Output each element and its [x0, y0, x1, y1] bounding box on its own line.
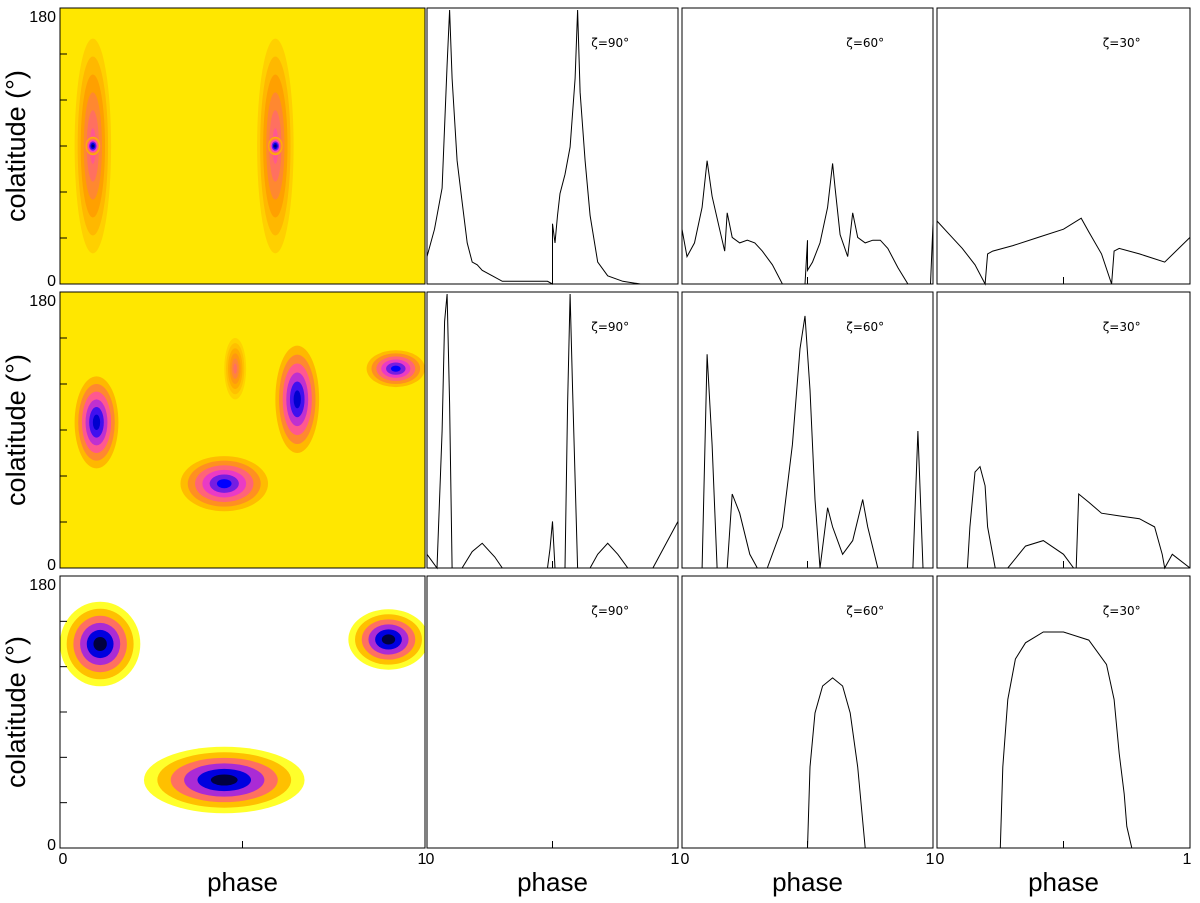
y-axis-label: colatitude (°)	[1, 636, 31, 788]
panel-frame	[681, 291, 934, 569]
series-line	[426, 293, 679, 570]
heatmap-blob-3	[274, 144, 277, 148]
panel-r2-c2: ζ=60° 0 1 phase	[681, 575, 935, 897]
x-axis-label: phase	[1028, 867, 1099, 897]
heatmap-field	[60, 8, 425, 284]
x-axis-label: phase	[517, 867, 588, 897]
zeta-annotation: ζ=60°	[846, 604, 884, 618]
panel-r1-c3: ζ=30°	[936, 291, 1191, 570]
series-line	[682, 677, 933, 849]
panel-r0-c3: ζ=30°	[936, 7, 1191, 286]
x-tick-label: 1	[671, 851, 680, 868]
zeta-annotation: ζ=90°	[591, 320, 629, 334]
x-tick-label: 1	[418, 851, 427, 868]
series-line	[937, 631, 1190, 849]
panel-frame	[426, 575, 679, 849]
zeta-annotation: ζ=90°	[591, 36, 629, 50]
series-line	[937, 465, 1191, 570]
y-axis-label: colatitude (°)	[1, 70, 31, 222]
panel-frame	[936, 7, 1191, 285]
panel-r2-c3: ζ=30° 0 1 phase	[936, 575, 1192, 897]
heatmap-background	[60, 8, 425, 284]
x-tick-label: 0	[936, 851, 945, 868]
zeta-annotation: ζ=60°	[846, 320, 884, 334]
y-tick-label: 180	[29, 577, 56, 594]
heatmap-field	[60, 576, 425, 848]
panel-r0-c0: 0 180 colatitude (°)	[1, 7, 426, 290]
panel-r2-c1: ζ=90° 0 1 phase	[426, 575, 680, 897]
panel-frame	[936, 575, 1191, 849]
zeta-annotation: ζ=30°	[1103, 36, 1141, 50]
heatmap-blob-1	[216, 479, 232, 489]
panel-r0-c2: ζ=60°	[681, 7, 934, 285]
heatmap-blob-2	[293, 390, 301, 409]
heatmap-field	[60, 292, 425, 568]
panel-frame	[681, 575, 934, 849]
series-line	[426, 9, 678, 285]
heatmap-blob-2	[91, 144, 95, 148]
y-axis-label: colatitude (°)	[1, 354, 31, 506]
series-line	[682, 315, 933, 569]
y-tick-label: 180	[29, 293, 56, 310]
x-tick-label: 0	[59, 851, 68, 868]
heatmap-blob-0	[93, 636, 107, 652]
series-line	[936, 217, 1191, 286]
heatmap-blob-4	[233, 363, 238, 374]
panel-r1-c1: ζ=90°	[426, 291, 679, 570]
heatmap-blob-2	[381, 634, 396, 645]
panel-r1-c0: 0 180 colatitude (°)	[1, 291, 426, 574]
panel-r0-c1: ζ=90°	[426, 7, 679, 285]
y-tick-label: 0	[47, 837, 56, 854]
y-tick-label: 0	[47, 273, 56, 290]
panel-r2-c0: 0 180 colatitude (°) 0 1 phase	[1, 575, 427, 897]
zeta-annotation: ζ=30°	[1103, 320, 1141, 334]
zeta-annotation: ζ=30°	[1103, 604, 1141, 618]
zeta-annotation: ζ=60°	[846, 36, 884, 50]
heatmap-blob-3	[390, 365, 401, 372]
x-tick-label: 1	[1183, 851, 1192, 868]
x-tick-label: 1	[926, 851, 935, 868]
x-axis-label: phase	[772, 867, 843, 897]
y-tick-label: 0	[47, 557, 56, 574]
heatmap-background	[60, 292, 425, 568]
x-tick-label: 0	[426, 851, 435, 868]
x-axis-label: phase	[207, 867, 278, 897]
heatmap-blob-0	[92, 414, 101, 431]
panel-r1-c2: ζ=60°	[681, 291, 934, 569]
y-tick-label: 180	[29, 9, 56, 26]
zeta-annotation: ζ=90°	[591, 604, 629, 618]
panel-frame	[936, 291, 1191, 569]
series-line	[681, 160, 934, 285]
heatmap-blob-1	[210, 774, 238, 786]
x-tick-label: 0	[681, 851, 690, 868]
